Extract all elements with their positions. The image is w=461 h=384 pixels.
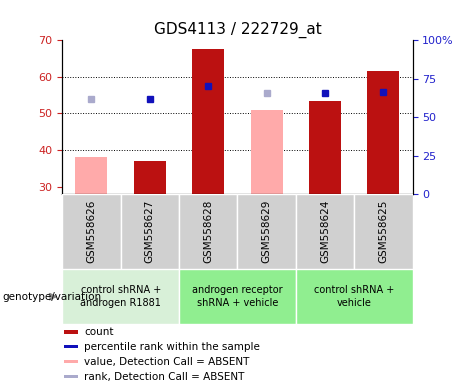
Text: GSM558625: GSM558625 (378, 200, 389, 263)
Text: count: count (84, 327, 113, 337)
Bar (237, 194, 296, 269)
Text: androgen receptor
shRNA + vehicle: androgen receptor shRNA + vehicle (192, 285, 283, 308)
Bar (179, 194, 237, 269)
Bar (64, 375, 78, 378)
Bar (354, 194, 413, 269)
Text: value, Detection Call = ABSENT: value, Detection Call = ABSENT (84, 357, 249, 367)
Text: GSM558626: GSM558626 (86, 200, 96, 263)
Bar (296, 269, 413, 324)
Bar (64, 360, 78, 363)
Text: GSM558628: GSM558628 (203, 200, 213, 263)
Bar (134, 161, 166, 194)
Text: GSM558627: GSM558627 (145, 200, 155, 263)
Bar (309, 101, 341, 194)
Title: GDS4113 / 222729_at: GDS4113 / 222729_at (154, 22, 321, 38)
Bar (75, 157, 107, 194)
Bar (121, 194, 179, 269)
Bar (251, 110, 283, 194)
Bar (367, 71, 399, 194)
Bar (64, 345, 78, 348)
Text: percentile rank within the sample: percentile rank within the sample (84, 342, 260, 352)
Bar (62, 269, 179, 324)
Bar (62, 194, 121, 269)
Text: GSM558624: GSM558624 (320, 200, 330, 263)
Bar (179, 269, 296, 324)
Bar (192, 50, 225, 194)
Text: rank, Detection Call = ABSENT: rank, Detection Call = ABSENT (84, 372, 244, 382)
Bar (296, 194, 354, 269)
Text: genotype/variation: genotype/variation (2, 291, 101, 302)
Text: GSM558629: GSM558629 (261, 200, 272, 263)
Text: control shRNA +
vehicle: control shRNA + vehicle (314, 285, 394, 308)
Text: control shRNA +
androgen R1881: control shRNA + androgen R1881 (80, 285, 161, 308)
Bar (64, 330, 78, 334)
